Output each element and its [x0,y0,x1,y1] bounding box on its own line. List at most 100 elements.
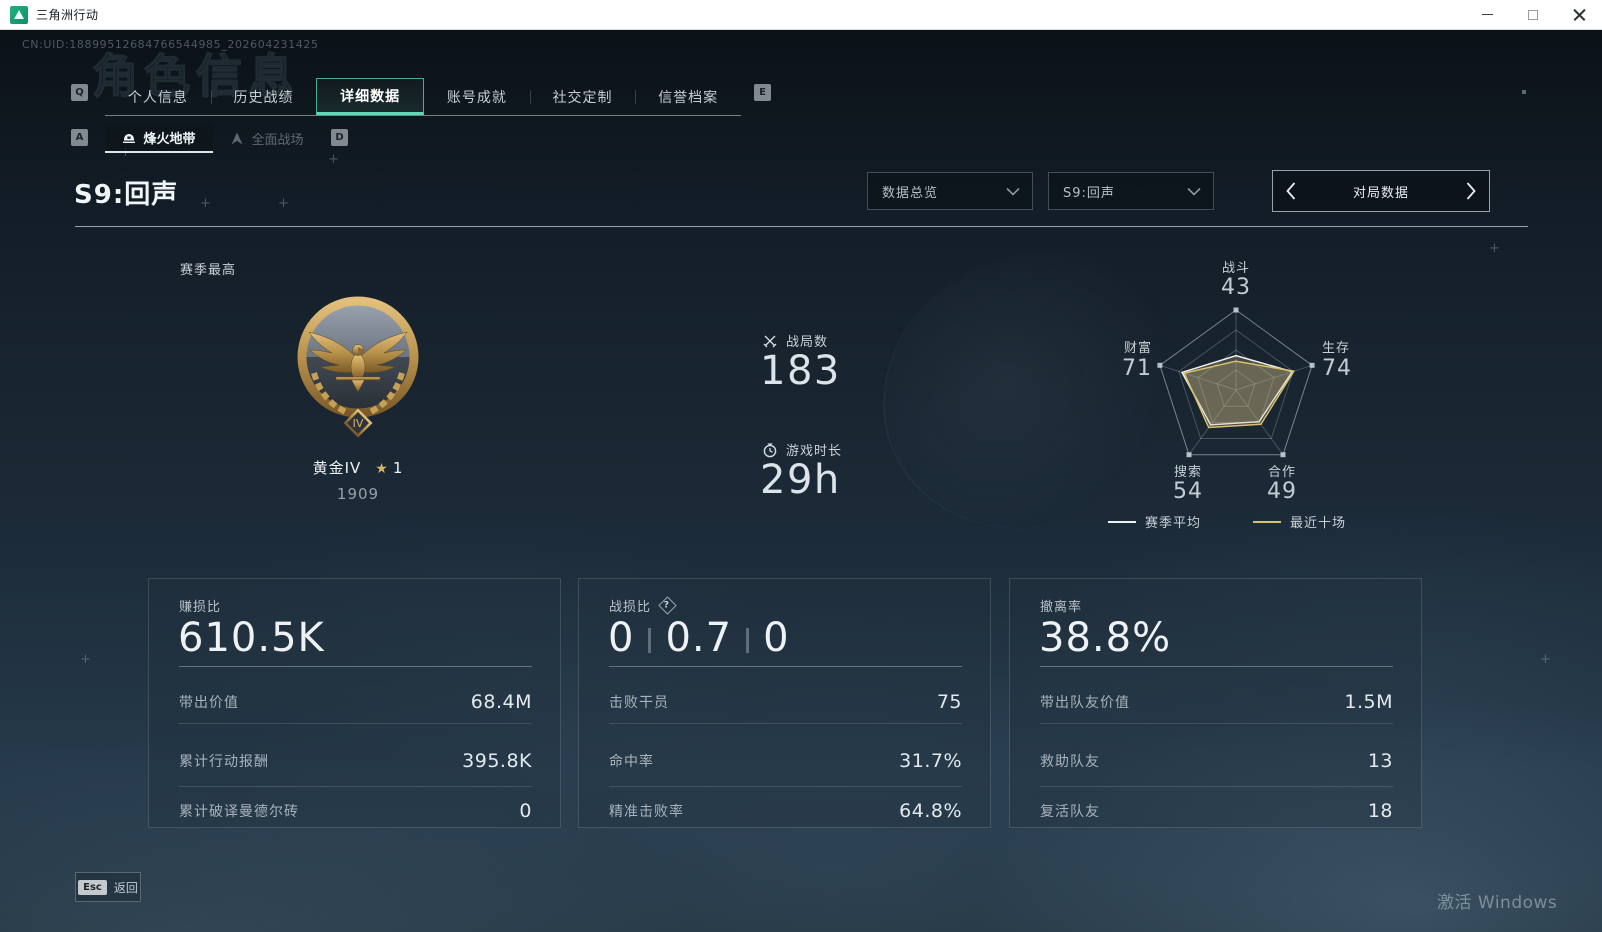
rank-tier-numeral: IV [353,417,364,430]
tab-account-achievements[interactable]: 账号成就 [446,89,507,106]
divider [179,723,532,724]
close-button[interactable] [1556,0,1602,30]
radar-chart [1157,307,1315,458]
card-row: 带出价值 68.4M [179,680,532,723]
divider [609,666,962,667]
play-time-stat-header: 游戏时长 [762,440,842,459]
card-row: 累计破译曼德尔砖 0 [179,793,532,829]
legend-dash-gold [1253,520,1282,523]
row-label: 累计行动报酬 [179,754,269,770]
match-data-pager[interactable]: 对局数据 [1272,170,1490,212]
divider [179,666,532,667]
card-row: 带出队友价值 1.5M [1040,680,1393,723]
radar-axis-wealth-value: 71 [1122,356,1152,381]
legend-season-average: 赛季平均 [1108,512,1201,531]
mode-subtab-bar: 烽火地带 全面战场 [105,124,321,153]
value-separator [746,627,750,653]
card-row: 复活队友 18 [1040,793,1393,829]
kd-value-part: 0 [608,615,635,661]
card-row: 命中率 31.7% [609,737,962,785]
season-dropdown-value: S9:回声 [1063,185,1115,201]
row-label: 累计破译曼德尔砖 [179,804,299,820]
row-value: 0 [519,800,532,822]
rank-name-line: 黄金IV ★ 1 [258,457,458,478]
row-value: 18 [1367,800,1393,822]
radar-axis-battle-label: 战斗 [1221,261,1250,276]
radar-legend: 赛季平均 最近十场 [1108,512,1346,531]
play-time-label: 游戏时长 [786,444,843,459]
minimize-button[interactable] [1464,0,1510,30]
window-title: 三角洲行动 [36,8,99,22]
row-value: 13 [1367,750,1393,772]
windows-activation-watermark: 激活 Windows [1437,893,1558,913]
row-value: 64.8% [899,800,962,822]
radar-axis-search-label: 搜索 [1173,465,1202,480]
card-row: 击败干员 75 [609,680,962,723]
scope-dropdown[interactable]: 数据总览 [867,172,1033,210]
card-value: 610.5K [178,615,325,661]
radar-axis-coop-value: 49 [1267,479,1297,504]
play-time-value: 29h [760,457,841,503]
background-watermark: 角色信息 [91,48,300,104]
divider [1040,786,1393,787]
divider [609,786,962,787]
subtab-label: 全面战场 [251,133,304,148]
tab-history-record[interactable]: 历史战绩 [210,78,317,115]
card-row: 救助队友 13 [1040,737,1393,785]
card-row: 精准击败率 64.8% [609,793,962,829]
tab-personal-info[interactable]: 个人信息 [127,89,188,106]
row-label: 救助队友 [1040,754,1100,770]
chevron-left-icon[interactable] [1286,182,1296,200]
subtab-full-battlefield[interactable]: 全面战场 [213,124,321,153]
tab-detailed-data[interactable]: 详细数据 [316,78,425,115]
card-title: 赚损比 [179,600,222,615]
season-dropdown[interactable]: S9:回声 [1048,172,1214,210]
row-value: 1.5M [1344,690,1393,713]
tab-social-customization[interactable]: 社交定制 [529,78,636,115]
chevron-down-icon [1006,187,1020,196]
row-label: 带出队友价值 [1040,694,1130,711]
battlefield-icon [231,132,243,144]
radar-axis-survival-label: 生存 [1322,341,1351,356]
back-button[interactable]: Esc 返回 [75,872,141,902]
window-titlebar: 三角洲行动 [0,0,1602,30]
app-logo-icon [10,5,28,24]
crossed-swords-icon [763,335,777,347]
radar-axis-battle-value: 43 [1221,275,1251,300]
radar-axis-survival-value: 74 [1322,356,1352,381]
battle-count-label: 战局数 [786,335,829,350]
profit-loss-card: 赚损比 610.5K 带出价值 68.4M 累计行动报酬 395.8K 累计破译… [148,578,561,828]
kd-ratio-card: 战损比 ? 0 0.7 0 击败干员 75 命中率 31.7% 精 [578,578,991,828]
card-value: 0 0.7 0 [608,615,790,661]
season-best-label: 赛季最高 [180,263,237,278]
extraction-rate-card: 撤离率 38.8% 带出队友价值 1.5M 救助队友 13 复活队友 18 [1009,578,1422,828]
back-label: 返回 [113,880,138,895]
uid-text: CN:UID:18899512684766544985_202604231425 [22,38,319,51]
clock-icon [763,442,777,457]
key-hint-q: Q [71,84,88,101]
divider [609,723,962,724]
divider [1040,723,1393,724]
rank-star-count: 1 [392,459,404,477]
subtab-fire-zone[interactable]: 烽火地带 [105,124,213,153]
maximize-button[interactable] [1510,0,1556,30]
legend-label: 最近十场 [1290,516,1347,531]
radar-axis-coop-label: 合作 [1267,465,1296,480]
row-label: 命中率 [609,754,654,770]
page-title: S9:回声 [74,180,179,210]
minimize-icon [1481,14,1493,15]
tab-reputation-file[interactable]: 信誉档案 [635,78,741,115]
row-label: 带出价值 [179,694,239,711]
value-separator [648,627,652,653]
row-label: 复活队友 [1040,804,1100,820]
close-icon [1573,8,1586,21]
maximize-icon [1528,9,1538,20]
help-icon[interactable]: ? [658,596,677,615]
chevron-right-icon[interactable] [1466,182,1476,200]
legend-label: 赛季平均 [1145,516,1202,531]
row-value: 75 [936,690,962,713]
card-title: 撤离率 [1040,600,1083,615]
header-divider [75,226,1528,227]
key-hint-d: D [331,129,348,146]
